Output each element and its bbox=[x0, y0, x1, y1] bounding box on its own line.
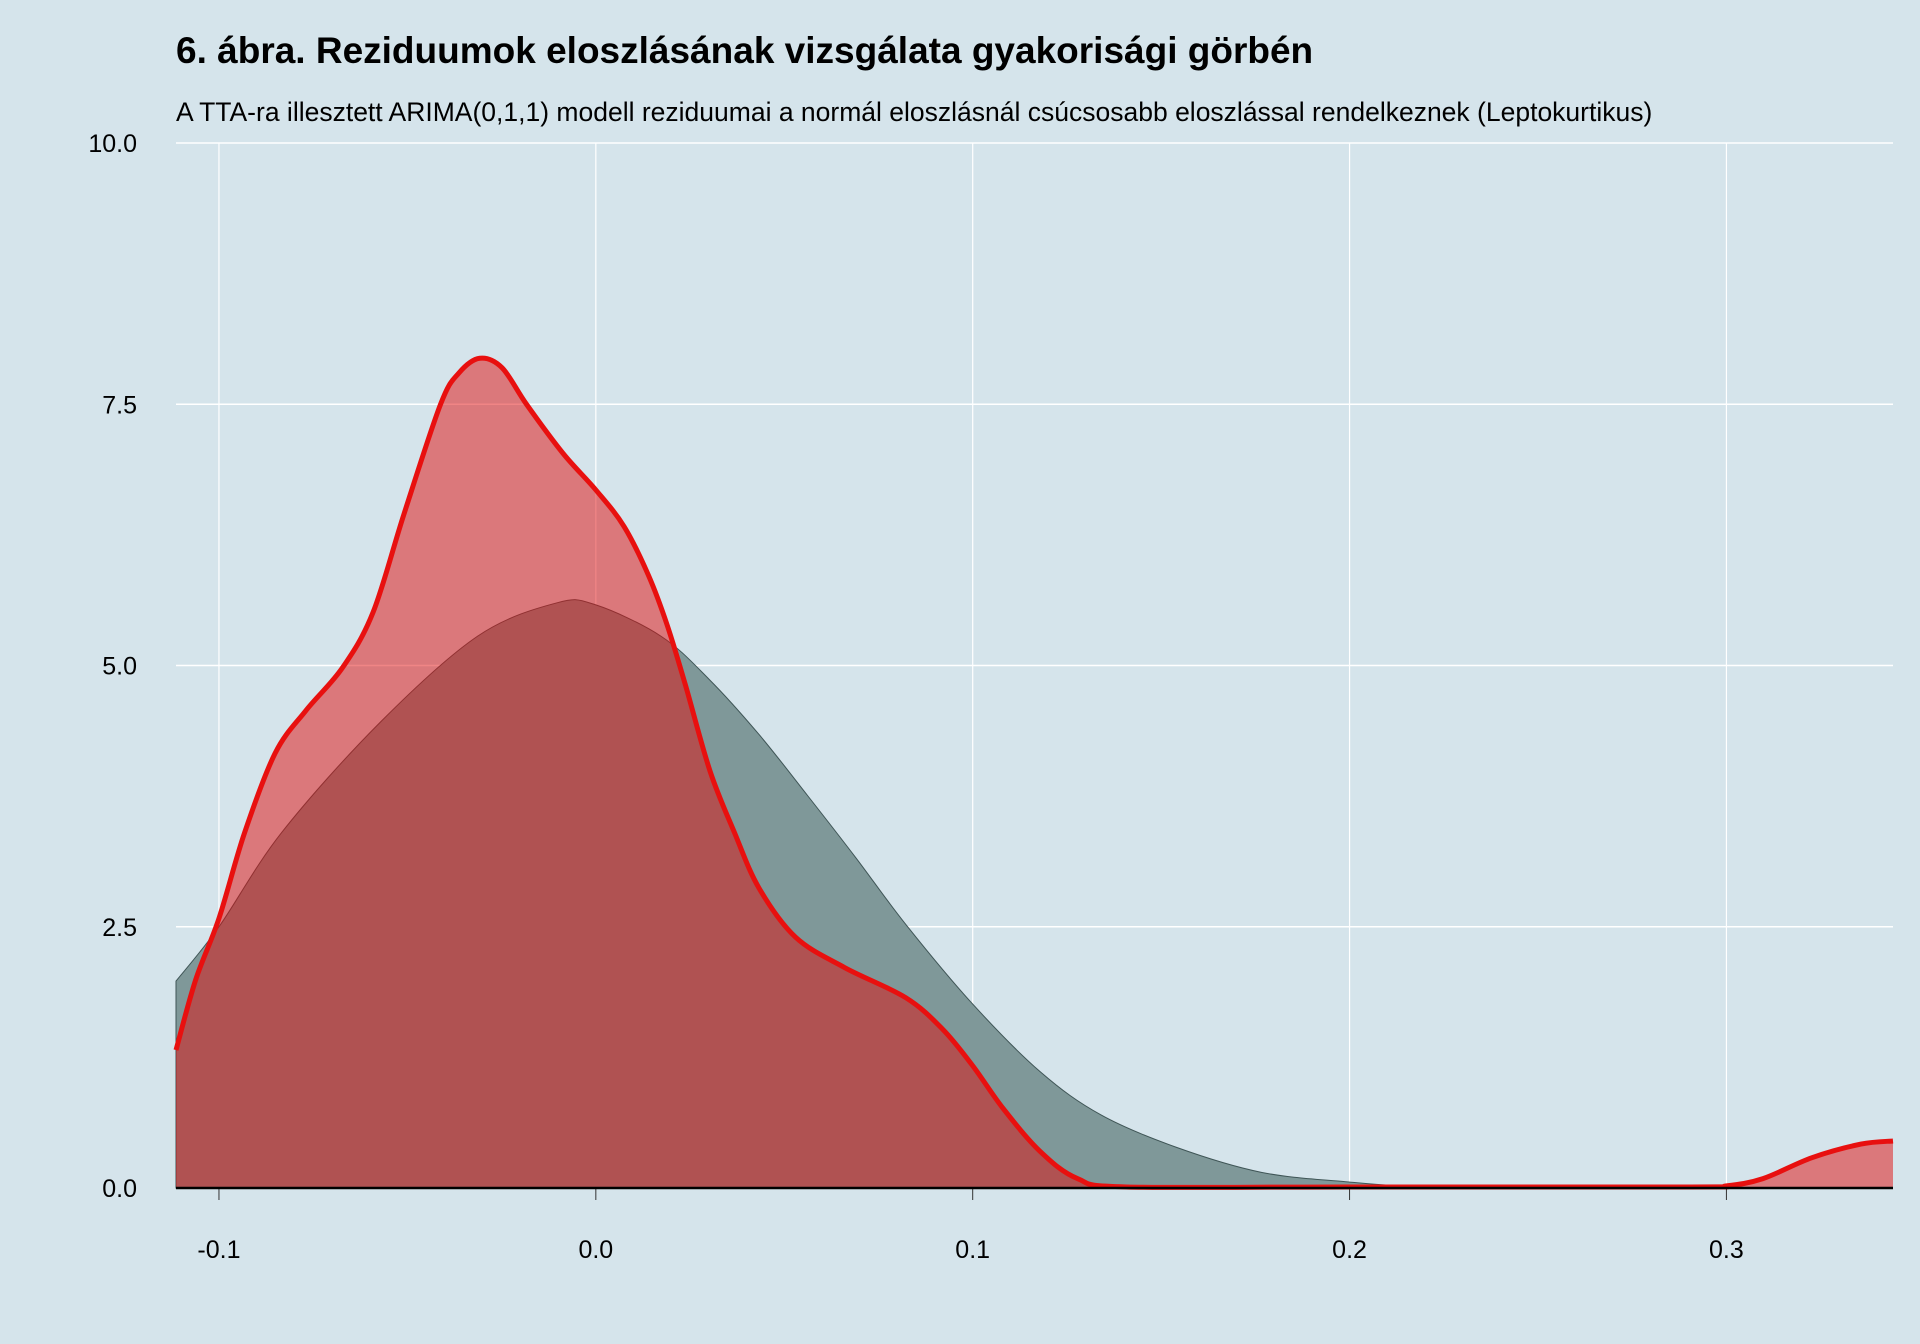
y-tick-label: 7.5 bbox=[102, 391, 137, 419]
y-tick-label: 2.5 bbox=[102, 914, 137, 942]
x-tick-label: 0.3 bbox=[1709, 1236, 1744, 1264]
x-tick-label: 0.1 bbox=[955, 1236, 990, 1264]
y-tick-label: 0.0 bbox=[102, 1175, 137, 1203]
chart-subtitle: A TTA-ra illesztett ARIMA(0,1,1) modell … bbox=[176, 97, 1653, 127]
x-tick-label: 0.0 bbox=[578, 1236, 613, 1264]
x-tick-label: 0.2 bbox=[1332, 1236, 1367, 1264]
y-tick-label: 10.0 bbox=[88, 130, 137, 158]
chart-title: 6. ábra. Reziduumok eloszlásának vizsgál… bbox=[176, 30, 1314, 71]
y-tick-label: 5.0 bbox=[102, 653, 137, 681]
residual-density-area bbox=[176, 358, 1893, 1189]
x-tick-label: -0.1 bbox=[197, 1236, 240, 1264]
